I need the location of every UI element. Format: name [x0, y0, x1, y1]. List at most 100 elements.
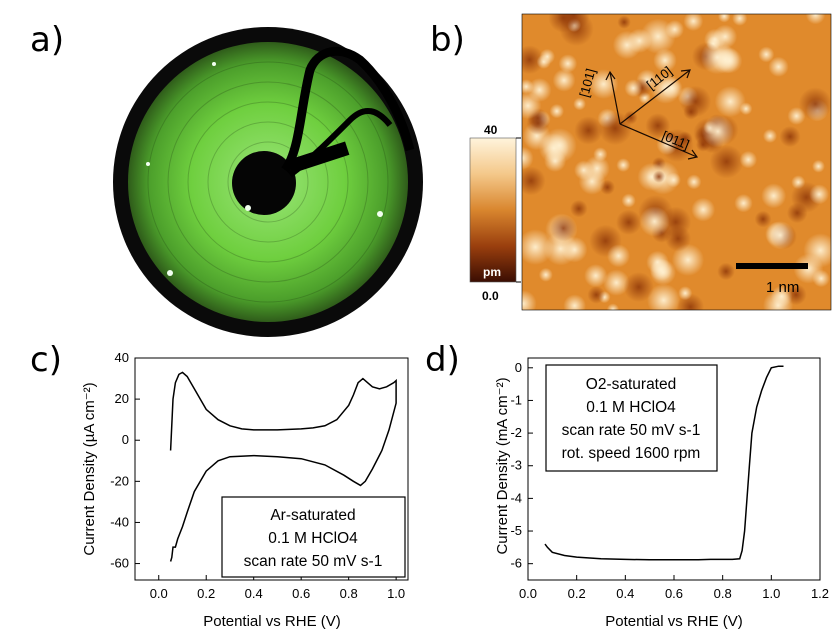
chart-c: 0.0 0.2 0.4 0.6 0.8 1.0 -60 -40 -20 0 20 40 Potenti…: [81, 350, 409, 630]
chart-d-xtick-label: 0.6: [665, 586, 683, 601]
chart-d-ylabel: Current Density (mA cm⁻²): [494, 377, 511, 554]
stm-texture-blob: [683, 14, 704, 32]
stm-image: [522, 14, 831, 310]
stm-texture-blob: [612, 30, 642, 60]
stm-texture-blob: [615, 209, 642, 236]
stm-texture-blob: [639, 206, 670, 237]
stm-texture-blob: [624, 79, 643, 98]
stm-texture-blob: [665, 225, 692, 252]
chart-d-ytick-label: -5: [510, 523, 522, 538]
chart-d-ytick-label: -4: [510, 490, 522, 505]
stm-texture-blob: [686, 174, 702, 190]
stm-texture-blob: [714, 86, 746, 118]
chart-d-xtick-label: 0.2: [568, 586, 586, 601]
panel-c-letter: c): [30, 340, 62, 380]
stm-texture-blob: [598, 111, 633, 146]
chart-d-ytick-label: -1: [510, 392, 522, 407]
colorbar-unit-label: pm: [483, 265, 501, 279]
stm-texture-blob: [798, 87, 831, 121]
stm-texture-blob: [574, 116, 603, 145]
stm-texture-blob: [734, 193, 753, 213]
stm-texture-blob: [561, 236, 588, 263]
chart-d-series-line: [544, 365, 784, 561]
stm-texture-blob: [812, 269, 830, 288]
chart-d: 0.0 0.2 0.4 0.6 0.8 1.0 1.2 -6 -5 -4 -3 -2 -1 0 Poten…: [494, 357, 829, 630]
chart-c-xtick-label: 1.0: [387, 586, 405, 601]
chart-d-xtick-label: 1.0: [762, 586, 780, 601]
stm-texture-blob: [522, 290, 537, 310]
chart-d-annotation-line-4: rot. speed 1600 rpm: [562, 445, 701, 462]
stm-texture-blob: [803, 233, 831, 268]
chart-d-xtick-label: 0.8: [714, 586, 732, 601]
stm-texture-blob: [548, 14, 579, 33]
chart-c-annotation-line-2: 0.1 M HClO4: [268, 530, 358, 547]
stm-texture-blob: [758, 46, 775, 63]
direction-arrows: [605, 69, 699, 160]
stm-texture-blob: [645, 113, 671, 139]
stm-texture-blob: [552, 68, 576, 92]
chart-d-annotation-line-2: 0.1 M HClO4: [586, 399, 676, 416]
chart-c-xtick-label: 0.2: [197, 586, 215, 601]
stm-texture-blob: [718, 14, 731, 23]
stm-texture-blob: [761, 183, 787, 209]
stm-texture-blob: [606, 303, 620, 310]
chart-c-ytick-label: 20: [115, 391, 129, 406]
chart-c-annotation-line-3: scan rate 50 mV s-1: [244, 553, 383, 570]
scale-bar-label: 1 nm: [766, 279, 799, 296]
stm-texture-blob: [765, 220, 795, 250]
colorbar-max-label: 40: [484, 123, 498, 137]
color-bar: [469, 137, 521, 283]
stm-texture-blob: [616, 158, 631, 173]
chart-d-annotation-line-3: scan rate 50 mV s-1: [562, 422, 701, 439]
stm-texture-blob: [570, 199, 588, 218]
panel-d-letter: d): [425, 340, 460, 380]
stm-texture-blob: [587, 285, 606, 304]
scale-bar: [736, 263, 808, 269]
stm-texture-blob: [700, 40, 735, 75]
chart-c-xlabel: Potential vs RHE (V): [203, 613, 341, 630]
colorbar-min-label: 0.0: [482, 289, 499, 303]
chart-d-ytick-label: -3: [510, 458, 522, 473]
stm-texture-blob: [593, 147, 608, 162]
stm-texture-blob: [623, 271, 654, 303]
chart-c-xtick-label: 0.8: [340, 586, 358, 601]
leed-image: [113, 27, 423, 337]
chart-c-xtick-label: 0.6: [292, 586, 310, 601]
stm-texture-blob: [573, 97, 586, 111]
stm-texture-blob: [779, 125, 801, 148]
stm-texture-blob: [522, 146, 534, 170]
chart-d-annotation-box: O2-saturated 0.1 M HClO4 scan rate 50 mV…: [545, 364, 718, 472]
chart-c-ytick-label: 40: [115, 350, 129, 365]
chart-d-xtick-label: 0.4: [616, 586, 634, 601]
stm-texture-blob: [768, 56, 789, 77]
stm-texture-blob: [647, 283, 681, 310]
stm-texture-blob: [563, 294, 586, 310]
stm-texture-blob: [678, 286, 693, 301]
stm-texture-blob: [522, 229, 554, 265]
chart-d-xtick-label: 1.2: [811, 586, 829, 601]
chart-d-xlabel: Potential vs RHE (V): [605, 613, 743, 630]
chart-c-xtick-label: 0.0: [150, 586, 168, 601]
stm-texture-blob: [691, 197, 716, 222]
stm-texture-blob: [701, 115, 734, 148]
stm-texture-blob: [549, 103, 565, 119]
stm-texture-blob: [621, 193, 636, 208]
direction-label-101: [101]: [576, 67, 598, 99]
chart-d-annotation-line-1: O2-saturated: [586, 376, 676, 393]
stm-texture-blob: [558, 54, 578, 73]
chart-c-ytick-label: -60: [110, 556, 129, 571]
stm-texture-blob: [578, 168, 606, 195]
stm-texture-blob: [812, 159, 825, 173]
stm-texture-blob: [522, 45, 545, 75]
stm-texture-blob: [607, 244, 631, 268]
chart-c-ytick-label: 0: [122, 432, 129, 447]
panel-b-letter: b): [430, 20, 465, 60]
chart-c-ytick-label: -40: [110, 514, 129, 529]
chart-c-ylabel: Current Density (µA cm⁻²): [81, 382, 98, 555]
chart-d-ytick-label: -2: [510, 425, 522, 440]
stm-texture-blob: [652, 170, 666, 183]
stm-texture-blob: [717, 262, 735, 281]
stm-texture-blob: [617, 15, 631, 29]
stm-texture-blob: [584, 264, 608, 288]
